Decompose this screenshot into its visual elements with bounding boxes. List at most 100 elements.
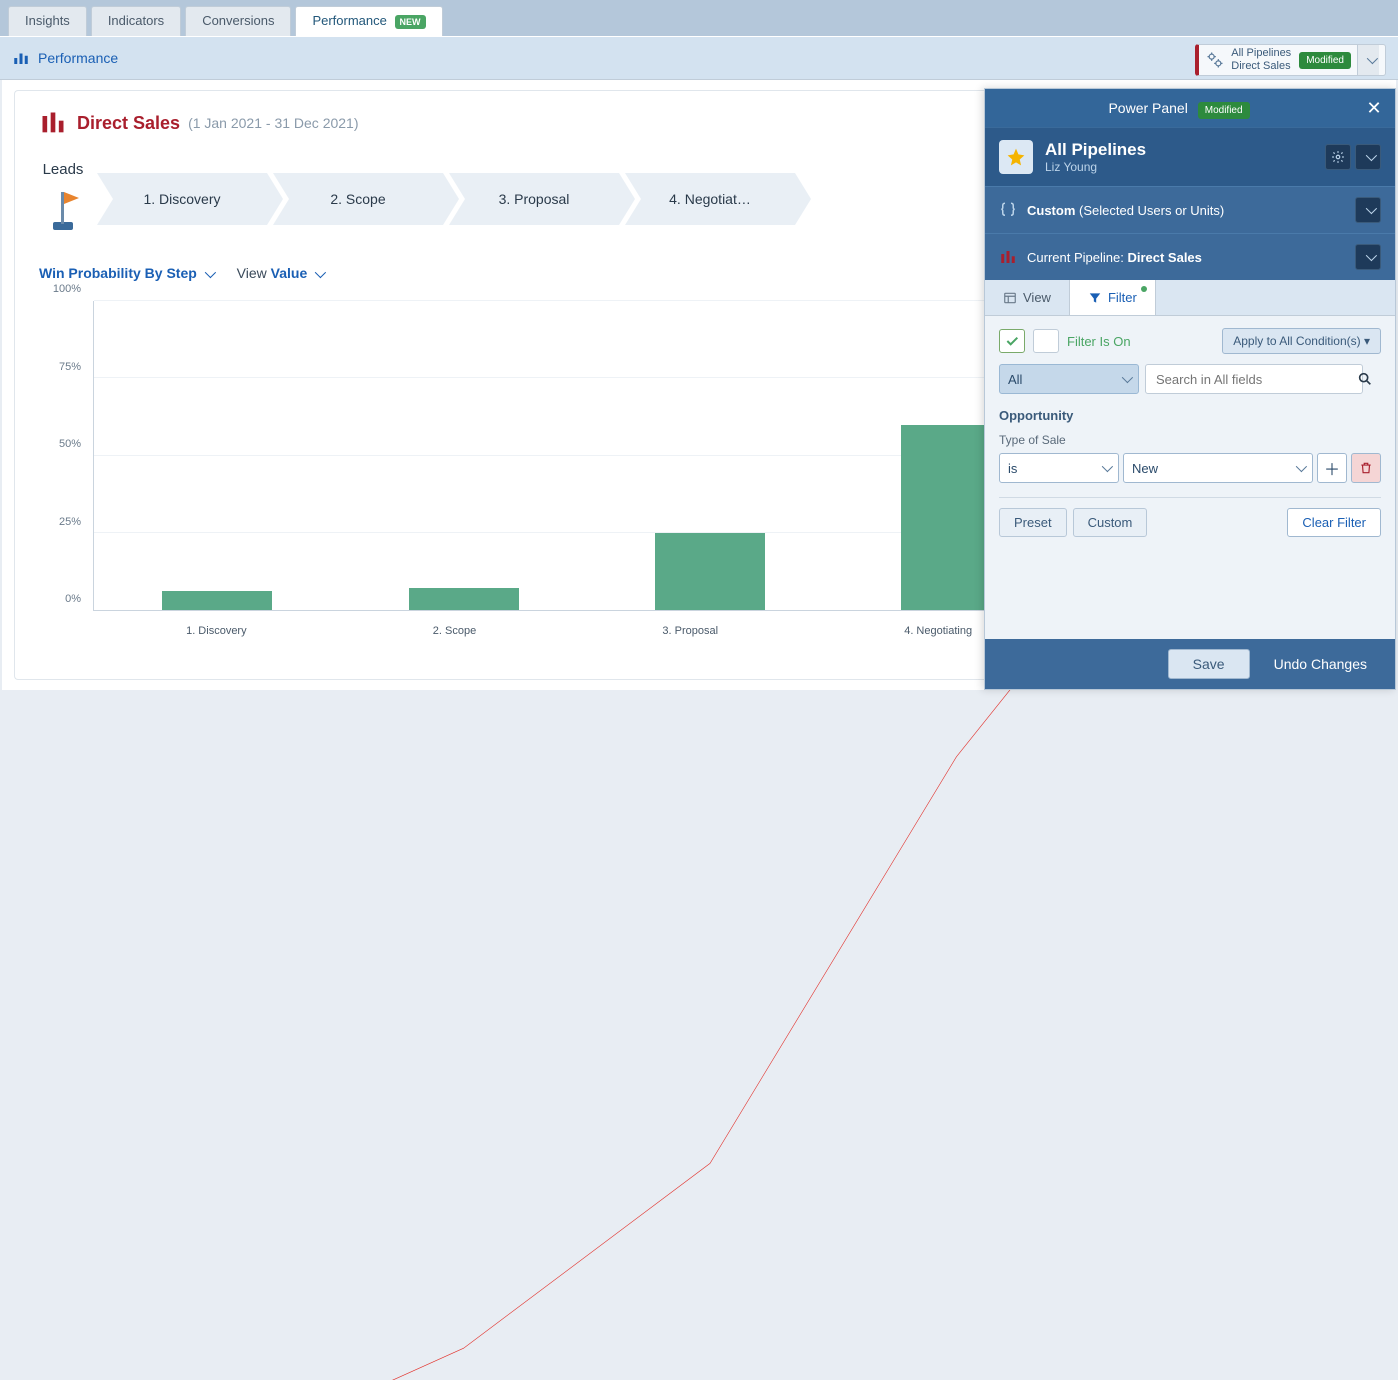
filter-mode-toggle[interactable] (1033, 329, 1059, 353)
undo-button[interactable]: Undo Changes (1260, 649, 1381, 679)
breadcrumb-label[interactable]: Performance (38, 50, 118, 66)
new-badge: NEW (395, 15, 426, 29)
y-axis: 0%25%50%75%100% (39, 301, 89, 611)
filter-search-input[interactable] (1145, 364, 1363, 394)
chevron-down-icon (315, 267, 326, 278)
pipeline-expand[interactable] (1355, 244, 1381, 270)
top-tabs: Insights Indicators Conversions Performa… (0, 0, 1398, 36)
metric-dropdown[interactable]: Win Probability By Step (39, 265, 213, 281)
tab-filter-label: Filter (1108, 290, 1137, 305)
step-label: 1. Discovery (143, 191, 220, 207)
y-tick: 100% (53, 283, 81, 295)
tab-view-label: View (1023, 290, 1051, 305)
custom-button[interactable]: Custom (1073, 508, 1148, 537)
filter-icon (1088, 291, 1102, 305)
clear-filter-button[interactable]: Clear Filter (1287, 508, 1381, 537)
custom-users-row[interactable]: Custom (Selected Users or Units) (985, 186, 1395, 233)
close-button[interactable]: ✕ (1363, 97, 1385, 119)
operator-value: is (1008, 461, 1017, 476)
chevron-down-icon (1122, 372, 1133, 383)
pipeline-icon (39, 109, 67, 137)
step-label: 4. Negotiat… (669, 191, 751, 207)
custom-detail: (Selected Users or Units) (1075, 203, 1224, 218)
pipeline-bars-icon (999, 248, 1017, 266)
power-panel-header: Power Panel Modified ✕ (985, 89, 1395, 127)
chevron-down-icon (204, 267, 215, 278)
value-value: New (1132, 461, 1158, 476)
x-label: 4. Negotiating (904, 625, 972, 637)
filter-body: Filter Is On Apply to All Condition(s) ▾… (985, 316, 1395, 639)
filter-field-label: Type of Sale (999, 433, 1381, 447)
filter-search-row: All (999, 364, 1381, 394)
tab-performance-label: Performance (312, 13, 386, 28)
current-pipeline-value: Direct Sales (1127, 250, 1201, 265)
expand-button[interactable] (1355, 144, 1381, 170)
chevron-down-icon (1366, 203, 1377, 214)
filter-actions-row: Preset Custom Clear Filter (999, 497, 1381, 547)
pipeline-selector-text: All Pipelines Direct Sales (1231, 47, 1291, 73)
pipeline-selector[interactable]: All Pipelines Direct Sales Modified (1195, 44, 1386, 76)
x-label: 2. Scope (433, 625, 476, 637)
step-scope[interactable]: 2. Scope (273, 173, 443, 225)
filter-on-label: Filter Is On (1067, 334, 1131, 349)
leads-block[interactable]: Leads (39, 161, 87, 237)
tab-conversions[interactable]: Conversions (185, 6, 291, 36)
gears-icon (1205, 50, 1225, 70)
view-value: Value (271, 265, 308, 281)
filter-group-label: Opportunity (999, 408, 1381, 423)
power-panel-title-text: Power Panel (1108, 100, 1187, 116)
chevron-down-icon (1102, 461, 1113, 472)
apply-label: Apply to All Condition(s) (1233, 334, 1360, 348)
pipeline-owner: Liz Young (1045, 160, 1321, 174)
settings-button[interactable] (1325, 144, 1351, 170)
braces-icon (999, 201, 1017, 219)
delete-condition-button[interactable] (1351, 453, 1381, 483)
custom-expand[interactable] (1355, 197, 1381, 223)
pipeline-selector-line1: All Pipelines (1231, 47, 1291, 60)
tab-view[interactable]: View (985, 280, 1070, 315)
filter-enabled-toggle[interactable] (999, 329, 1025, 353)
power-panel-pipeline-info: All Pipelines Liz Young (1045, 140, 1321, 174)
chart-icon (12, 49, 30, 67)
pipeline-name: All Pipelines (1045, 140, 1321, 160)
bar[interactable] (162, 591, 272, 610)
power-panel-footer: Save Undo Changes (985, 639, 1395, 689)
chevron-down-icon (1366, 53, 1377, 64)
x-label: 1. Discovery (186, 625, 247, 637)
custom-label: Custom (1027, 203, 1075, 218)
metric-label: Win Probability By Step (39, 265, 197, 281)
add-condition-button[interactable]: ＋ (1317, 453, 1347, 483)
filter-toggle-row: Filter Is On Apply to All Condition(s) ▾ (999, 328, 1381, 354)
leads-label: Leads (39, 161, 87, 178)
step-negotiating[interactable]: 4. Negotiat… (625, 173, 795, 225)
view-dropdown[interactable]: View Value (237, 265, 323, 281)
field-select-value: All (1008, 372, 1022, 387)
pipeline-selector-line2: Direct Sales (1231, 60, 1291, 73)
tab-insights[interactable]: Insights (8, 6, 87, 36)
tab-indicators[interactable]: Indicators (91, 6, 181, 36)
apply-conditions-button[interactable]: Apply to All Condition(s) ▾ (1222, 328, 1381, 354)
save-button[interactable]: Save (1168, 649, 1250, 679)
field-select[interactable]: All (999, 364, 1139, 394)
operator-select[interactable]: is (999, 453, 1119, 483)
page-title: Direct Sales (77, 113, 180, 134)
date-range: (1 Jan 2021 - 31 Dec 2021) (188, 115, 358, 131)
current-pipeline-row[interactable]: Current Pipeline: Direct Sales (985, 233, 1395, 280)
modified-badge: Modified (1198, 102, 1250, 119)
tab-performance[interactable]: Performance NEW (295, 6, 442, 36)
tab-filter[interactable]: Filter (1070, 280, 1156, 315)
step-proposal[interactable]: 3. Proposal (449, 173, 619, 225)
search-icon (1357, 371, 1373, 387)
star-icon[interactable] (999, 140, 1033, 174)
bar[interactable] (409, 588, 519, 610)
step-discovery[interactable]: 1. Discovery (97, 173, 267, 225)
preset-button[interactable]: Preset (999, 508, 1067, 537)
flag-icon (39, 184, 87, 232)
power-panel-tabs: View Filter (985, 280, 1395, 316)
value-select[interactable]: New (1123, 453, 1313, 483)
step-label: 3. Proposal (499, 191, 570, 207)
y-tick: 25% (59, 516, 81, 528)
pipeline-selector-dropdown[interactable] (1357, 45, 1379, 75)
bar[interactable] (655, 533, 765, 610)
view-label: View (237, 265, 267, 281)
